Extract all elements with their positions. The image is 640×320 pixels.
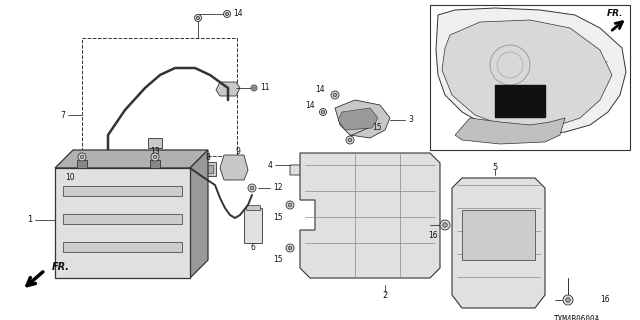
Circle shape: [151, 153, 159, 161]
Text: 3: 3: [408, 116, 413, 124]
Circle shape: [253, 87, 255, 89]
Bar: [246, 205, 260, 210]
Circle shape: [566, 298, 570, 302]
Bar: [244, 208, 262, 243]
Text: 9: 9: [236, 148, 241, 156]
Bar: [77, 160, 87, 168]
Polygon shape: [335, 100, 390, 138]
Text: 14: 14: [315, 85, 325, 94]
Text: 6: 6: [251, 243, 255, 252]
Circle shape: [346, 136, 354, 144]
Text: 16: 16: [600, 295, 610, 305]
Text: 16: 16: [428, 230, 438, 239]
Bar: [82, 38, 237, 156]
Polygon shape: [338, 108, 378, 130]
Text: 11: 11: [260, 84, 269, 92]
Text: 4: 4: [267, 161, 272, 170]
Circle shape: [319, 108, 326, 116]
Bar: [148, 138, 162, 148]
Circle shape: [440, 220, 450, 230]
Bar: [150, 160, 160, 168]
Circle shape: [250, 186, 254, 190]
Bar: [430, 5, 630, 150]
Circle shape: [288, 203, 292, 207]
Text: FR.: FR.: [52, 262, 70, 272]
Polygon shape: [442, 20, 612, 128]
Text: 5: 5: [492, 163, 498, 172]
Polygon shape: [452, 178, 545, 308]
Text: 12: 12: [273, 183, 282, 193]
Polygon shape: [462, 210, 535, 260]
Bar: [203, 165, 213, 173]
Text: 10: 10: [65, 173, 75, 182]
Polygon shape: [455, 118, 565, 144]
Text: 8: 8: [205, 154, 211, 163]
Text: 15: 15: [273, 213, 283, 222]
Text: 13: 13: [150, 148, 160, 156]
Circle shape: [321, 110, 324, 114]
Circle shape: [333, 93, 337, 97]
Text: FR.: FR.: [607, 10, 623, 19]
Circle shape: [348, 138, 352, 142]
Polygon shape: [220, 155, 248, 180]
Circle shape: [443, 223, 447, 227]
Circle shape: [195, 14, 202, 21]
Circle shape: [196, 16, 200, 20]
Text: 2: 2: [382, 292, 388, 300]
Circle shape: [331, 91, 339, 99]
Bar: [495, 85, 545, 117]
Text: 15: 15: [372, 123, 381, 132]
Bar: [63, 242, 182, 252]
Circle shape: [286, 244, 294, 252]
Text: 14: 14: [305, 101, 315, 110]
Text: 7: 7: [60, 110, 65, 119]
Circle shape: [563, 295, 573, 305]
Bar: [55, 168, 190, 278]
Bar: [200, 162, 216, 176]
Bar: [63, 214, 182, 224]
Text: 15: 15: [273, 255, 283, 265]
Circle shape: [286, 201, 294, 209]
Text: 1: 1: [28, 215, 33, 225]
Circle shape: [153, 155, 157, 159]
Circle shape: [78, 153, 86, 161]
Polygon shape: [55, 150, 208, 168]
Circle shape: [225, 12, 228, 16]
Polygon shape: [216, 82, 240, 96]
Text: TXM4B0600A: TXM4B0600A: [554, 315, 600, 320]
Circle shape: [248, 184, 256, 192]
Bar: [63, 186, 182, 196]
Polygon shape: [436, 8, 626, 135]
Circle shape: [80, 155, 84, 159]
Circle shape: [288, 246, 292, 250]
Circle shape: [251, 85, 257, 91]
Circle shape: [223, 11, 230, 18]
Polygon shape: [190, 150, 208, 278]
Text: 14: 14: [233, 10, 243, 19]
Polygon shape: [290, 165, 315, 175]
Polygon shape: [300, 153, 440, 278]
